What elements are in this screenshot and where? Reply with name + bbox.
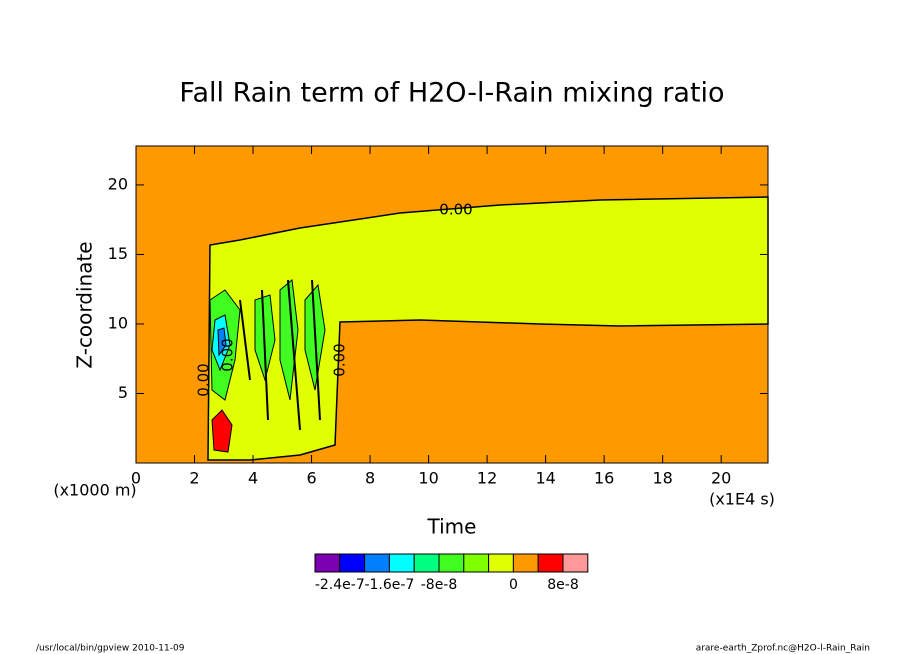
colorbar-swatch bbox=[488, 553, 514, 573]
x-unit: (x1E4 s) bbox=[709, 490, 775, 509]
contour-line bbox=[239, 279, 321, 431]
x-tick-label: 12 bbox=[477, 469, 497, 488]
y-tick-label: 20 bbox=[108, 174, 128, 193]
chart-title: Fall Rain term of H2O-l-Rain mixing rati… bbox=[179, 78, 724, 109]
x-axis-label: Time bbox=[427, 515, 477, 539]
contour-label: 0.00 bbox=[219, 338, 237, 371]
y-unit: (x1000 m) bbox=[53, 481, 136, 500]
colorbar-swatch bbox=[463, 553, 490, 573]
colorbar-swatch bbox=[388, 553, 415, 573]
x-tick-label: 14 bbox=[535, 469, 555, 488]
contour-label: 0.00 bbox=[331, 343, 349, 376]
y-axis-label: Z-coordinate bbox=[73, 241, 97, 368]
colorbar-swatch bbox=[562, 553, 589, 573]
y-tick-label: 10 bbox=[108, 313, 128, 332]
region bbox=[217, 327, 227, 357]
colorbar-swatch bbox=[438, 553, 465, 573]
contour-label: 0.00 bbox=[439, 201, 472, 219]
x-tick-label: 2 bbox=[189, 469, 199, 488]
colorbar-label: -8e-8 bbox=[421, 577, 458, 593]
x-tick-label: 10 bbox=[418, 469, 438, 488]
colorbar-label: 8e-8 bbox=[547, 577, 578, 593]
footer-right: arare-earth_Zprof.nc@H2O-l-Rain_Rain bbox=[696, 644, 870, 654]
x-tick-label: 8 bbox=[365, 469, 375, 488]
colorbar-swatch bbox=[314, 553, 341, 573]
x-tick-label: 0 bbox=[131, 469, 141, 488]
contour-label: 0.00 bbox=[195, 363, 213, 396]
x-tick-label: 18 bbox=[652, 469, 672, 488]
x-tick-label: 4 bbox=[248, 469, 258, 488]
colorbar-swatch bbox=[339, 553, 366, 573]
footer-left: /usr/local/bin/gpview 2010-11-09 bbox=[36, 644, 185, 654]
colorbar-swatch bbox=[364, 553, 390, 573]
colorbar-label: -1.6e-7 bbox=[364, 577, 414, 593]
colorbar-label: 0 bbox=[509, 577, 518, 593]
plot-field bbox=[135, 145, 769, 464]
x-tick-label: 16 bbox=[594, 469, 614, 488]
colorbar-label: -2.4e-7 bbox=[315, 577, 365, 593]
region bbox=[211, 409, 233, 453]
y-tick-label: 5 bbox=[118, 383, 128, 402]
colorbar-swatch bbox=[512, 553, 539, 573]
y-tick-label: 15 bbox=[108, 244, 128, 263]
colorbar-swatch bbox=[413, 553, 440, 573]
plot-frame bbox=[135, 145, 769, 464]
colorbar-swatch bbox=[537, 553, 564, 573]
x-tick-label: 6 bbox=[306, 469, 316, 488]
x-tick-label: 20 bbox=[711, 469, 731, 488]
